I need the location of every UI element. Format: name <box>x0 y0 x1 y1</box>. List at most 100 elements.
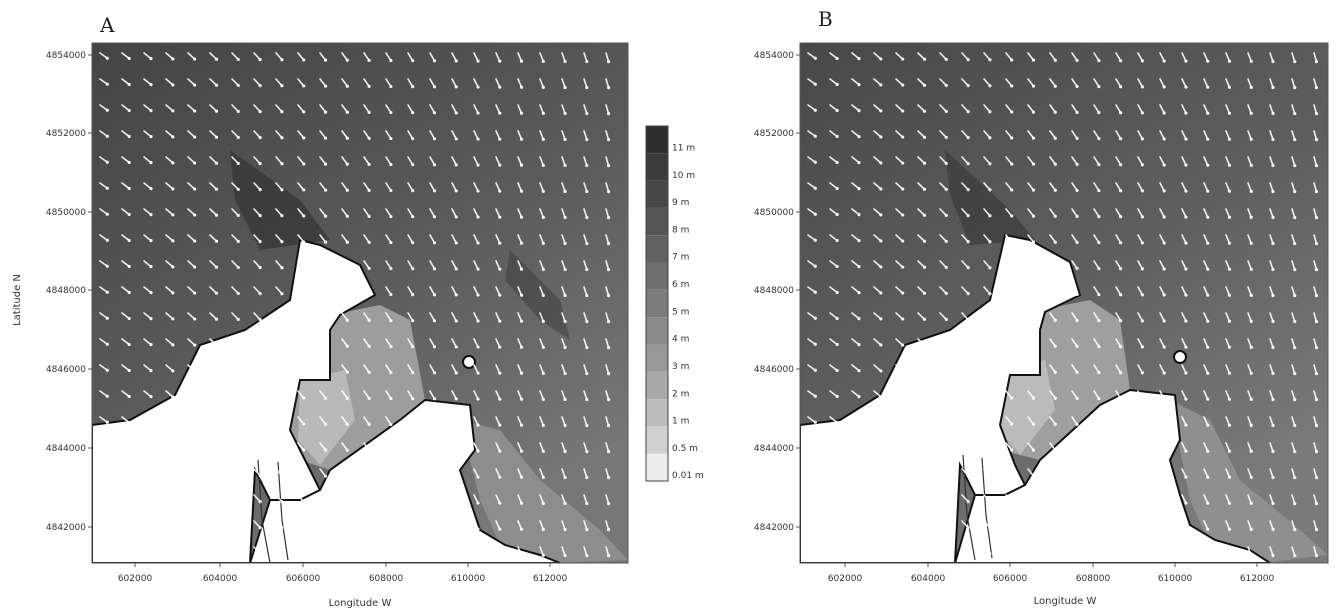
wave-arrow-head <box>258 109 262 114</box>
wave-arrow-head <box>454 59 458 63</box>
wave-arrow-head <box>944 473 948 478</box>
wave-arrow-head <box>302 266 306 270</box>
wave-arrow-head <box>922 473 927 477</box>
wave-arrow-head <box>1293 215 1297 220</box>
wave-arrow-head <box>606 60 611 64</box>
wave-arrow-head <box>367 240 371 244</box>
wave-arrow-head <box>563 475 567 480</box>
x-tick-label: 606000 <box>993 574 1028 584</box>
wave-arrow-head <box>1053 370 1057 374</box>
wave-arrow-head <box>258 213 262 218</box>
wave-arrow-head <box>519 85 524 89</box>
wave-arrow-head <box>1271 111 1275 116</box>
wave-arrow-head <box>258 525 262 530</box>
wave-arrow-head <box>323 240 328 244</box>
wave-arrow-head <box>857 447 861 451</box>
wave-arrow-head <box>1293 423 1297 428</box>
wave-arrow-head <box>411 527 415 531</box>
wave-arrow-head <box>835 472 839 477</box>
wave-arrow-head <box>922 525 927 529</box>
wave-arrow-head <box>1053 110 1057 114</box>
wave-arrow-head <box>280 344 284 348</box>
wave-arrow-head <box>1249 501 1253 505</box>
x-axis-ticks-a: 602000 604000 606000 608000 610000 612000 <box>118 563 567 584</box>
wave-arrow-head <box>966 84 970 88</box>
wave-arrow-head <box>563 553 567 558</box>
wave-arrow-head <box>323 292 328 296</box>
wave-arrow-head <box>323 474 328 478</box>
wave-arrow-head <box>105 368 109 372</box>
wave-arrow-head <box>302 344 306 348</box>
wave-arrow-head <box>454 137 458 141</box>
wave-arrow-head <box>988 240 992 244</box>
y-tick-label: 4848000 <box>46 286 86 296</box>
wave-arrow-head <box>1075 240 1079 245</box>
wave-arrow-head <box>585 267 589 272</box>
wave-arrow-head <box>345 448 349 452</box>
map-frame-b <box>799 42 1329 564</box>
wave-arrow-head <box>857 291 861 295</box>
wave-arrow-head <box>454 527 458 531</box>
wave-arrow-head <box>498 241 502 245</box>
wave-arrow-head <box>193 57 197 61</box>
wave-arrow-head <box>1031 448 1036 452</box>
wave-arrow-head <box>1184 189 1188 193</box>
map-frame-a <box>91 42 629 564</box>
wave-arrow-head <box>1097 500 1101 505</box>
wave-arrow-head <box>857 109 861 113</box>
wave-arrow-head <box>1075 214 1079 219</box>
wave-arrow-head <box>988 552 992 556</box>
wave-arrow-head <box>258 239 262 244</box>
wave-arrow-head <box>105 82 109 86</box>
wave-arrow-head <box>389 188 393 193</box>
wave-arrow-head <box>1271 423 1275 428</box>
wave-arrow-head <box>944 57 948 62</box>
wave-arrow-head <box>389 500 393 505</box>
wave-arrow-head <box>454 319 458 323</box>
wave-arrow-head <box>563 371 567 376</box>
wave-arrow-head <box>476 59 480 63</box>
legend-swatch <box>646 153 668 181</box>
legend-label: 1 m <box>672 417 689 427</box>
wave-arrow-head <box>1010 422 1014 426</box>
wave-arrow-head <box>1249 267 1253 271</box>
wave-arrow-head <box>966 292 970 296</box>
wave-arrow-head <box>1184 423 1188 427</box>
wave-arrow-head <box>944 525 948 530</box>
very-shallow-zone-a <box>298 370 355 465</box>
wave-arrow-head <box>813 446 817 450</box>
wave-arrow-head <box>857 187 861 191</box>
wave-arrow-head <box>498 475 502 479</box>
wave-arrow-head <box>541 319 545 323</box>
wave-arrow-head <box>585 215 589 220</box>
map-panel-b: B 4854000 4852000 4850000 4848000 4846000 484… <box>754 7 1329 607</box>
wave-arrow-head <box>389 292 393 297</box>
wave-arrow-head <box>1162 137 1166 141</box>
legend-label: 9 m <box>672 198 689 208</box>
wave-arrow-head <box>1031 500 1036 504</box>
wave-arrow-head <box>367 344 371 348</box>
wave-arrow-head <box>476 293 480 297</box>
x-tick-label: 608000 <box>1076 574 1111 584</box>
wave-arrow-head <box>541 85 545 89</box>
wave-arrow-head <box>922 317 927 321</box>
wave-arrow-head <box>519 319 524 323</box>
wave-arrow-head <box>1031 58 1036 62</box>
wave-arrow-head <box>1053 266 1057 270</box>
wave-arrow-head <box>1293 189 1297 194</box>
wave-arrow-head <box>879 369 883 373</box>
wave-arrow-head <box>367 188 371 192</box>
wave-arrow-head <box>236 239 240 244</box>
wave-arrow-head <box>1206 319 1210 323</box>
wave-arrow-head <box>1184 59 1188 63</box>
wave-arrow-head <box>280 292 284 296</box>
wave-arrow-head <box>258 369 262 374</box>
wave-arrow-head <box>389 110 393 115</box>
wave-arrow-head <box>498 85 502 89</box>
wave-arrow-head <box>258 551 262 556</box>
wave-arrow-head <box>585 59 589 64</box>
wave-arrow-head <box>1162 345 1166 349</box>
wave-arrow-head <box>1184 449 1188 453</box>
wave-arrow-head <box>258 135 262 140</box>
wave-arrow-head <box>1097 474 1101 479</box>
